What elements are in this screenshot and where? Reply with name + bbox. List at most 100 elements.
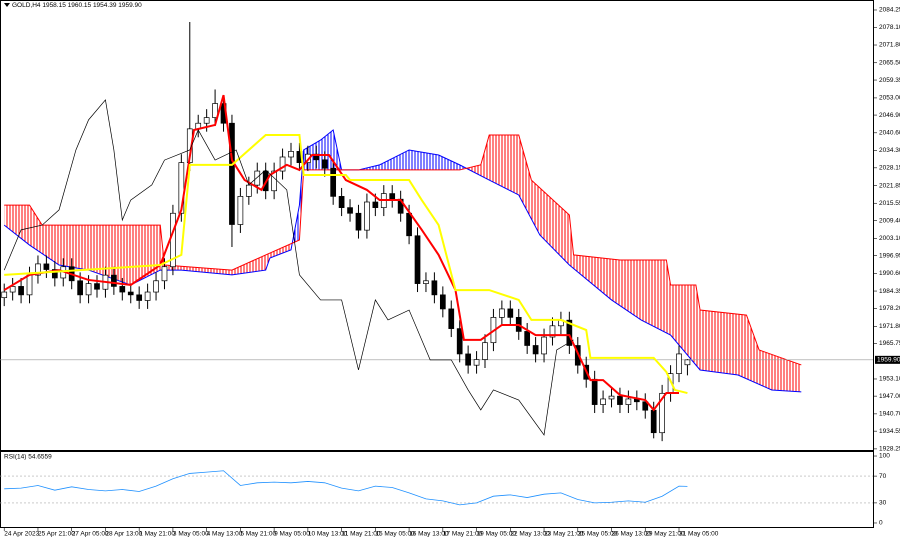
chart-title: GOLD,H4 1958.15 1960.15 1954.39 1959.90	[12, 2, 142, 9]
last-price-label: 1959.90	[877, 357, 900, 364]
x-tick-label: 17 May 21:00	[443, 531, 483, 538]
y-tick-label: 2028.15	[879, 165, 900, 172]
x-tick-label: 31 May 05:00	[679, 531, 719, 538]
candle-body	[541, 336, 547, 355]
candle-body	[414, 235, 421, 284]
indicator-title: RSI(14) 54.6559	[4, 454, 52, 461]
candle-body	[625, 398, 632, 405]
candle-body	[389, 193, 396, 200]
candle-body	[482, 342, 488, 360]
y-tick-label: 0	[879, 520, 883, 527]
candle-body	[532, 345, 539, 355]
candle-body	[549, 325, 556, 338]
y-tick-label: 2071.80	[879, 42, 900, 49]
candle-body	[423, 280, 429, 284]
x-tick-label: 1 May 21:00	[139, 531, 175, 538]
y-tick-label: 1965.75	[879, 340, 900, 347]
candle-body	[642, 401, 649, 411]
y-tick-label: 1984.35	[879, 288, 900, 295]
y-tick-label: 2059.35	[879, 77, 900, 84]
last-price-box	[875, 355, 900, 364]
candle-body	[600, 398, 606, 405]
candle-body	[136, 294, 143, 301]
candle-body	[448, 308, 455, 329]
candle-body	[456, 328, 463, 355]
candle-body	[473, 359, 480, 366]
y-tick-label: 1978.20	[879, 305, 900, 312]
x-tick-label: 26 May 13:00	[612, 531, 652, 538]
y-tick-label: 1934.55	[879, 428, 900, 435]
y-tick-label: 2009.40	[879, 217, 900, 224]
candle-body	[9, 286, 16, 293]
candle-body	[465, 353, 471, 366]
candle-body	[203, 117, 210, 124]
x-tick-label: 22 May 13:00	[510, 531, 550, 538]
candle-body	[676, 353, 682, 374]
x-tick-label: 11 May 21:00	[342, 531, 381, 538]
x-tick-label: 15 May 05:00	[375, 531, 415, 538]
candle-body	[288, 151, 294, 158]
candle-body	[279, 156, 286, 172]
candle-body	[229, 122, 235, 225]
x-tick-label: 25 Apr 21:00	[38, 531, 75, 538]
y-tick-label: 1990.60	[879, 270, 900, 277]
candle-body	[111, 274, 117, 287]
candle-body	[499, 308, 505, 318]
x-tick-label: 24 Apr 2023	[4, 531, 39, 538]
candle-body	[439, 294, 446, 310]
y-tick-label: 30	[879, 500, 887, 507]
candle-body	[507, 308, 514, 318]
candle-body	[18, 286, 24, 296]
symbol-icon	[4, 3, 10, 7]
y-tick-label: 2065.50	[879, 59, 900, 66]
candle-body	[355, 212, 362, 231]
candle-body	[684, 359, 691, 366]
x-tick-label: 4 May 13:00	[207, 531, 243, 538]
y-tick-label: 2078.10	[879, 24, 900, 31]
candle-body	[153, 280, 159, 293]
x-tick-label: 25 May 05:00	[578, 531, 618, 538]
y-tick-label: 2046.90	[879, 112, 900, 119]
ichimoku-line	[3, 99, 574, 436]
candle-body	[330, 167, 337, 197]
y-tick-label: 2084.25	[879, 7, 900, 14]
y-tick-label: 2034.30	[879, 147, 900, 154]
candle-body	[659, 392, 665, 434]
y-tick-label: 1947.00	[879, 393, 900, 400]
x-tick-label: 10 May 13:00	[308, 531, 348, 538]
x-tick-label: 19 May 05:00	[477, 531, 517, 538]
y-tick-label: 2021.85	[879, 182, 900, 189]
candle-body	[237, 196, 244, 225]
candle-body	[127, 291, 134, 296]
y-tick-label: 2003.10	[879, 235, 900, 242]
candle-body	[372, 201, 379, 208]
y-tick-label: 1928.25	[879, 446, 900, 453]
x-tick-label: 23 May 21:00	[544, 531, 584, 538]
y-tick-label: 1953.10	[879, 376, 900, 383]
candle-body	[591, 378, 598, 405]
candle-body	[608, 395, 615, 400]
x-tick-label: 27 Apr 05:00	[72, 531, 109, 538]
x-tick-label: 3 May 05:00	[173, 531, 209, 538]
candle-body	[245, 184, 252, 197]
y-tick-label: 1971.80	[879, 323, 900, 330]
candle-body	[338, 196, 345, 208]
candle-body	[85, 283, 92, 296]
candle-body	[161, 266, 168, 282]
candle-body	[212, 103, 218, 118]
y-tick-label: 2053.00	[879, 95, 900, 102]
ichimoku-line	[4, 134, 688, 395]
ichimoku-line	[3, 94, 679, 412]
candle-body	[321, 159, 328, 169]
candle-body	[566, 319, 573, 346]
y-tick-label: 1996.95	[879, 252, 900, 259]
y-tick-label: 100	[879, 453, 890, 460]
x-tick-label: 28 Apr 13:00	[105, 531, 142, 538]
candle-body	[94, 283, 100, 290]
y-tick-label: 2015.55	[879, 200, 900, 207]
candle-body	[254, 170, 261, 186]
candle-body	[347, 207, 353, 214]
x-tick-label: 16 May 13:00	[409, 531, 449, 538]
